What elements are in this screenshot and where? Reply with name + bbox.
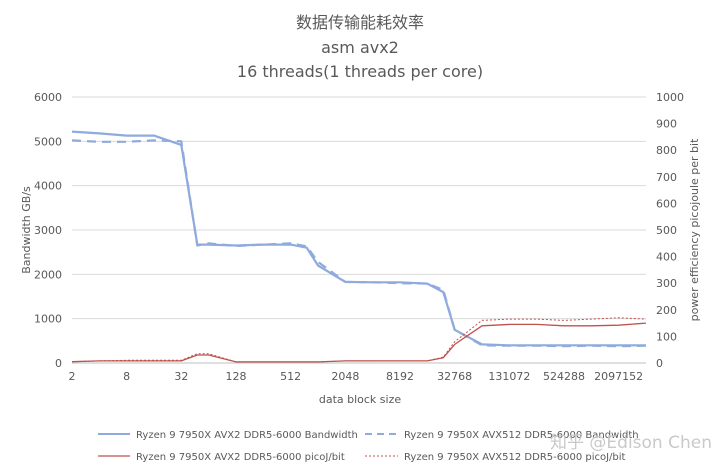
left-tick-label: 2000 bbox=[34, 268, 62, 281]
right-tick-label: 1000 bbox=[656, 91, 684, 104]
series-line-1 bbox=[71, 130, 646, 347]
legend-label-avx512-picoj: Ryzen 9 7950X AVX512 DDR5-6000 picoJ/bit bbox=[404, 452, 626, 463]
series-line-3 bbox=[71, 322, 647, 363]
x-tick-label: 2048 bbox=[331, 370, 359, 383]
chart-title-line-1: 数据传输能耗效率 bbox=[296, 13, 424, 32]
x-tick-label: 524288 bbox=[543, 370, 585, 383]
right-axis-ticks: 0 100 200 300 400 500 600 700 800 900 1000 bbox=[656, 91, 684, 370]
left-tick-label: 6000 bbox=[34, 91, 62, 104]
right-tick-label: 200 bbox=[656, 304, 677, 317]
right-tick-label: 900 bbox=[656, 118, 677, 131]
left-tick-label: 3000 bbox=[34, 224, 62, 237]
series-line-4 bbox=[71, 317, 647, 363]
right-tick-label: 600 bbox=[656, 197, 677, 210]
right-tick-label: 0 bbox=[656, 357, 663, 370]
series-layer bbox=[71, 130, 647, 363]
legend-label-avx2-picoj: Ryzen 9 7950X AVX2 DDR5-6000 picoJ/bit bbox=[136, 452, 345, 463]
right-axis-label: power efficiency picojoule per bit bbox=[688, 138, 701, 321]
x-tick-label: 2097152 bbox=[594, 370, 643, 383]
left-tick-label: 5000 bbox=[34, 135, 62, 148]
x-tick-label: 8 bbox=[123, 370, 130, 383]
x-axis-ticks: 2 8 32 128 512 2048 8192 32768 131072 524288 20971… bbox=[69, 370, 644, 383]
right-tick-label: 700 bbox=[656, 171, 677, 184]
left-tick-label: 0 bbox=[55, 357, 62, 370]
x-tick-label: 131072 bbox=[488, 370, 530, 383]
chart-title: 数据传输能耗效率 asm avx2 16 threads(1 threads p… bbox=[237, 13, 483, 81]
x-tick-label: 8192 bbox=[386, 370, 414, 383]
chart-title-line-3: 16 threads(1 threads per core) bbox=[237, 62, 483, 81]
x-axis-label: data block size bbox=[319, 393, 402, 406]
legend-label-avx2-bandwidth: Ryzen 9 7950X AVX2 DDR5-6000 Bandwidth bbox=[136, 430, 358, 441]
x-tick-label: 512 bbox=[280, 370, 301, 383]
watermark: 知乎 @Edison Chen bbox=[550, 433, 712, 453]
x-tick-label: 2 bbox=[69, 370, 76, 383]
chart-title-line-2: asm avx2 bbox=[321, 38, 399, 57]
right-tick-label: 800 bbox=[656, 144, 677, 157]
x-tick-label: 32 bbox=[174, 370, 188, 383]
x-tick-label: 32768 bbox=[437, 370, 472, 383]
left-tick-label: 1000 bbox=[34, 313, 62, 326]
right-tick-label: 500 bbox=[656, 224, 677, 237]
legend: Ryzen 9 7950X AVX2 DDR5-6000 Bandwidth R… bbox=[98, 430, 639, 463]
series-line-2 bbox=[71, 139, 647, 348]
legend-label-avx512-bandwidth: Ryzen 9 7950X AVX512 DDR5-6000 Bandwidth bbox=[404, 430, 639, 441]
plot-area bbox=[71, 96, 647, 364]
right-tick-label: 100 bbox=[656, 330, 677, 343]
left-axis-ticks: 0 1000 2000 3000 4000 5000 6000 bbox=[34, 91, 62, 370]
right-tick-label: 300 bbox=[656, 277, 677, 290]
right-tick-label: 400 bbox=[656, 251, 677, 264]
x-tick-label: 128 bbox=[226, 370, 247, 383]
left-axis-label: Bandwidth GB/s bbox=[20, 186, 33, 274]
left-tick-label: 4000 bbox=[34, 180, 62, 193]
gridlines bbox=[72, 96, 646, 320]
